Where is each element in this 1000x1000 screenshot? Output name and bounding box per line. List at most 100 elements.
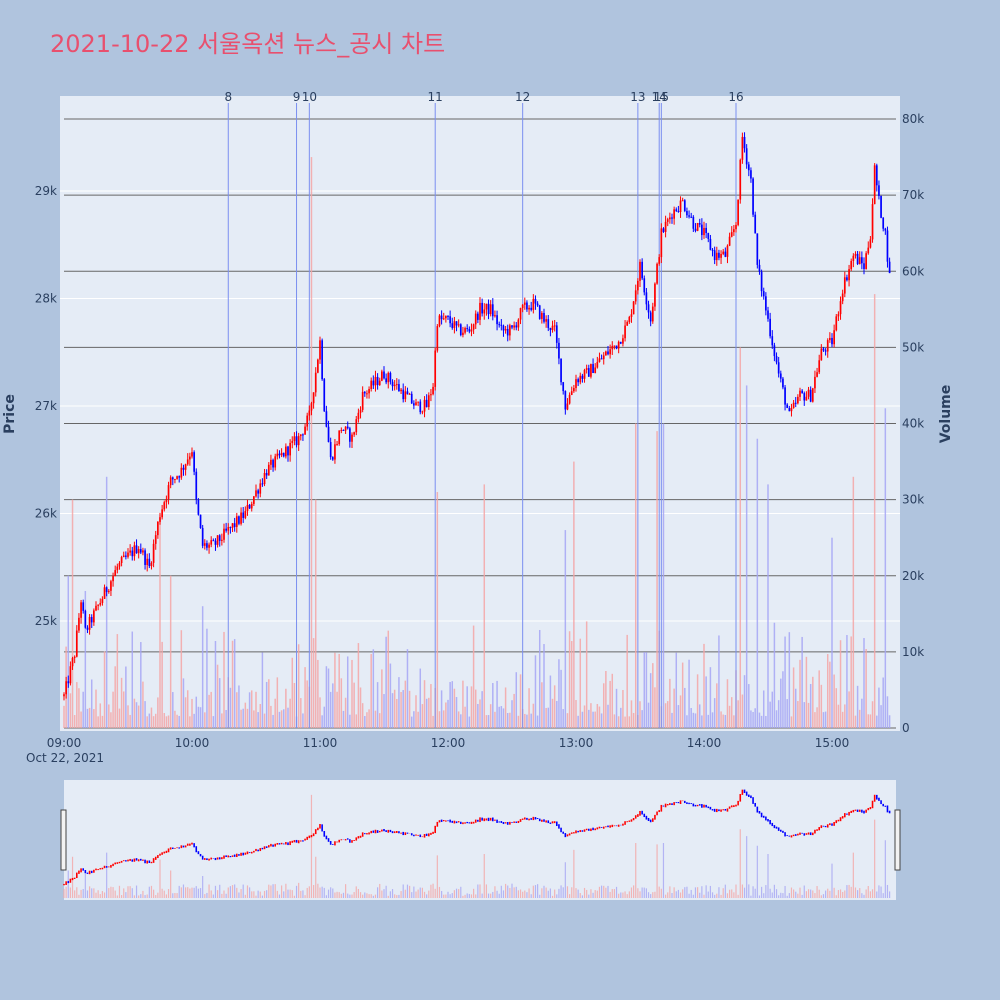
range-slider-right-handle[interactable]	[894, 809, 901, 871]
news-marker-label: 11	[428, 90, 443, 104]
candle-body	[393, 384, 396, 387]
range-volume-bar	[750, 895, 752, 898]
volume-bar	[617, 716, 620, 728]
volume-bar	[304, 667, 306, 728]
range-volume-bar	[534, 885, 537, 898]
range-volume-bar	[146, 894, 148, 898]
range-volume-bar	[735, 884, 737, 898]
range-volume-bar	[515, 886, 517, 898]
candle-body	[231, 523, 234, 528]
range-volume-bar	[752, 886, 754, 898]
volume-bar	[289, 698, 291, 728]
candle-body	[267, 464, 270, 476]
volume-bar	[351, 659, 353, 728]
candle-body	[69, 666, 72, 684]
volume-bar	[876, 715, 878, 728]
range-volume-bar	[530, 894, 532, 898]
volume-bar	[231, 640, 234, 728]
range-volume-bar	[767, 854, 769, 898]
volume-bar	[575, 700, 577, 728]
candle-body	[647, 304, 650, 313]
candle-body	[210, 540, 213, 545]
range-volume-bar	[219, 884, 221, 898]
candle-body	[97, 604, 99, 606]
range-volume-bar	[720, 894, 722, 898]
range-volume-bar	[831, 863, 833, 898]
candle-body	[880, 195, 882, 218]
range-volume-bar	[801, 894, 803, 898]
volume-tick-label: 70k	[902, 188, 924, 202]
candle-body	[242, 512, 245, 518]
volume-bar	[705, 676, 707, 728]
volume-bar	[536, 715, 539, 728]
candle-body	[784, 387, 786, 405]
range-volume-bar	[477, 884, 479, 898]
range-volume-bar	[878, 885, 880, 898]
candle-body	[139, 549, 142, 553]
volume-bar	[741, 694, 744, 728]
candle-body	[760, 271, 763, 292]
candle-body	[470, 329, 473, 332]
range-volume-bar	[114, 890, 116, 898]
volume-bar	[398, 677, 400, 728]
candle-body	[797, 396, 799, 404]
volume-bar	[588, 709, 590, 728]
range-volume-bar	[807, 889, 810, 898]
candle-body	[159, 517, 161, 522]
candle-body	[148, 558, 151, 567]
range-volume-bar	[590, 889, 592, 898]
volume-bar	[406, 649, 409, 728]
range-volume-bar	[193, 887, 195, 898]
candle-body	[878, 185, 880, 196]
axes: 25k 26k 27k 28k 29k 0 10k 20k 30k 40k 50k 60k 70k 80k…	[2, 112, 954, 765]
range-volume-bar	[526, 892, 528, 898]
range-volume-bar	[458, 889, 460, 898]
range-volume-bar	[336, 891, 338, 898]
candle-body	[327, 426, 330, 443]
candle-body	[206, 543, 208, 548]
volume-bar	[137, 705, 140, 728]
candle-body	[500, 324, 503, 326]
range-volume-bar	[131, 888, 133, 898]
candle-body	[436, 326, 439, 351]
range-volume-bar	[121, 895, 123, 898]
range-volume-bar	[639, 891, 641, 898]
main-plot-area[interactable]	[60, 96, 900, 731]
range-volume-bar	[391, 889, 394, 898]
candle-body	[666, 219, 669, 222]
candle-body	[90, 617, 93, 623]
volume-bar	[329, 691, 332, 728]
volume-bar	[487, 715, 490, 728]
range-volume-bar	[359, 892, 362, 898]
volume-bar	[803, 702, 806, 728]
volume-bar	[506, 713, 509, 728]
volume-bar	[609, 680, 611, 728]
range-volume-bar	[108, 888, 110, 898]
candle-body	[442, 318, 445, 320]
range-volume-bar	[396, 895, 398, 898]
candle-body	[73, 656, 76, 659]
range-slider[interactable]	[64, 780, 896, 900]
volume-bar	[792, 667, 795, 728]
candle-body	[841, 293, 844, 302]
range-volume-bar	[244, 894, 246, 898]
candle-body	[737, 199, 739, 225]
candle-body	[105, 587, 108, 592]
range-volume-bar	[874, 819, 876, 898]
volume-bar	[108, 704, 110, 728]
candle-body	[867, 247, 870, 254]
range-volume-bar	[327, 889, 330, 898]
range-slider-left-handle[interactable]	[60, 809, 67, 871]
candle-body	[82, 602, 85, 611]
range-volume-bar	[645, 888, 647, 898]
range-volume-bar	[579, 893, 581, 898]
volume-bar	[142, 681, 144, 728]
range-volume-bar	[741, 884, 743, 898]
candle-body	[161, 509, 163, 518]
range-volume-bar	[223, 890, 225, 898]
range-volume-bar	[869, 891, 871, 898]
range-volume-bar	[334, 892, 336, 898]
candle-body	[575, 379, 577, 389]
volume-bar	[500, 706, 503, 728]
candle-body	[238, 516, 240, 524]
